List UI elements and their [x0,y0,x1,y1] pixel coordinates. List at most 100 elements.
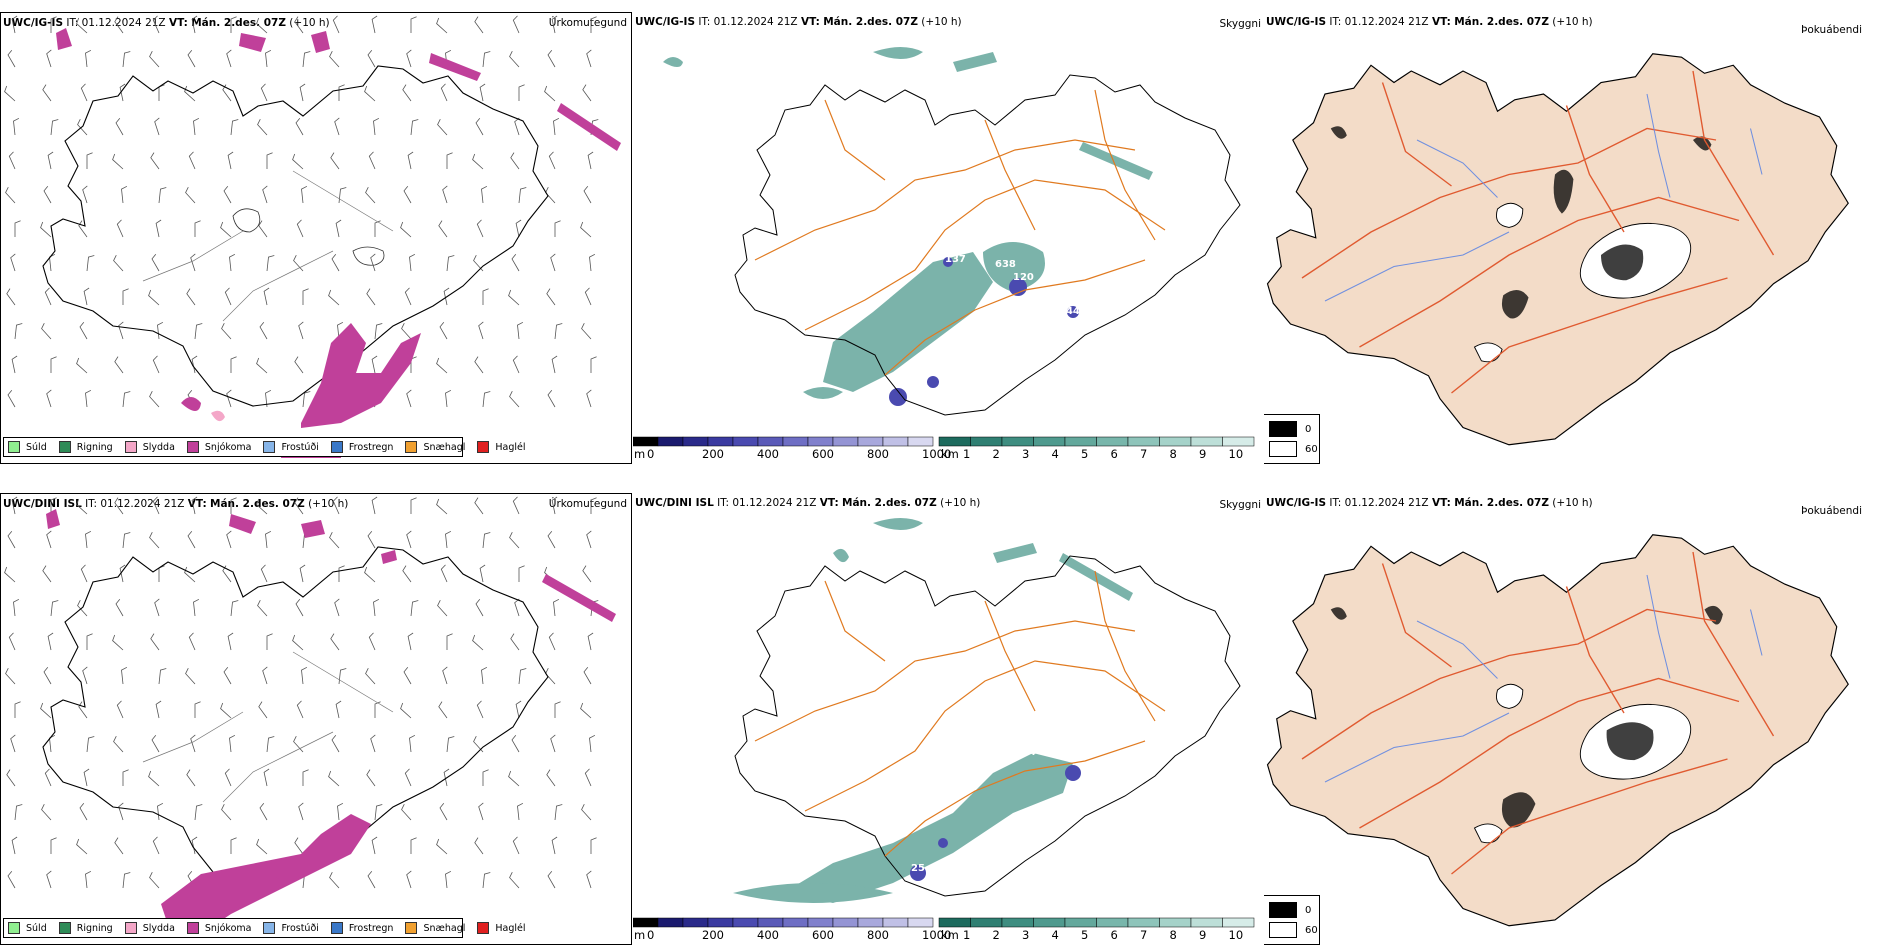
colorbar-swatch [1096,917,1129,928]
vis-label: 203 [1009,306,1030,317]
wind-barb [13,598,20,617]
wind-barb [517,802,524,821]
wind-barb [298,802,304,821]
colorbar-tick-m: 0 [647,447,655,461]
wind-barb [222,84,232,102]
wind-barb [5,668,16,685]
colorbar-tick-km: 6 [1110,928,1118,942]
vis-very-low [910,765,1081,881]
wind-barb [338,84,345,101]
fog-panel-top: UWC/IG-IS IT: 01.12.2024 21Z VT: Mán. 2.… [1264,12,1900,464]
wind-barb [478,321,484,340]
wind-barb [114,497,124,515]
wind-barb [364,85,376,102]
wind-barb [437,600,448,617]
wind-barb [78,220,88,238]
wind-barb [518,84,525,101]
legend-item-snaehagl: Snæhagl [405,922,465,934]
wind-barb [112,634,124,651]
colorbar-tick-m: 600 [812,928,834,942]
wind-barb [262,185,268,204]
wind-barb [401,804,412,821]
legend-item-snjokoma: Snjókoma [186,441,251,453]
wind-barb [371,355,378,374]
wind-barb [478,802,484,821]
wind-barb [337,802,344,821]
wind-barb [193,598,200,617]
wind-barb [338,565,345,582]
colorbar-swatch [938,917,971,928]
wind-barb [191,836,198,855]
wind-barb [14,220,21,237]
colorbar-swatch [807,436,834,447]
wind-barb [149,51,160,68]
wind-barb [482,391,491,408]
wind-barb [7,389,16,408]
colorbar-swatch [1096,436,1129,447]
legend-item-haglel: Haglél [477,441,526,453]
wind-barb [582,565,592,583]
wind-barb [442,185,448,204]
wind-barb [76,498,88,515]
vis-label: 142 [909,384,930,395]
wind-barb [553,598,560,617]
wind-barb [406,389,412,408]
wind-barb [50,600,59,617]
wind-barb [85,49,92,68]
wind-barb [7,530,16,549]
colorbar-tick-m: 200 [702,447,724,461]
colorbar-tick-km: 3 [1022,447,1030,461]
wind-barb [226,49,232,68]
wind-barb [256,17,268,34]
wind-barb [86,736,95,753]
wind-barb [222,565,232,583]
wind-barb [367,530,376,549]
colorbar-swatch [1190,436,1223,447]
wind-barb [14,323,23,340]
precip-panel-top: UWC/IG-IS IT: 01.12.2024 21Z VT: Mán. 2.… [0,12,632,464]
wind-barb [409,253,416,272]
colorbar-tick-m: 1000 [922,928,952,942]
legend-item-snjokoma: Snjókoma [186,922,251,934]
wind-barb [149,391,160,408]
wind-barb [292,153,304,170]
wind-barb [151,253,160,272]
wind-barb [257,119,268,136]
colorbar-tick-km: 10 [1228,928,1244,942]
wind-barb [473,736,484,753]
fog-map-top [1266,53,1849,446]
wind-barb [6,288,16,306]
colorbar-tick-km: 9 [1199,928,1207,942]
wind-barb [546,769,556,787]
wind-barb [194,220,201,237]
wind-barb [262,666,268,685]
fog-panel-bottom: UWC/IG-IS IT: 01.12.2024 21Z VT: Mán. 2.… [1264,493,1900,945]
wind-barb [365,187,376,204]
visibility-panel-bottom: UWC/DINI ISL IT: 01.12.2024 21Z VT: Mán.… [633,493,1263,945]
wind-barb [482,872,491,889]
wind-barb [442,666,448,685]
wind-barb [509,872,520,889]
wind-barb [86,255,95,272]
colorbar-tick-km: 5 [1081,447,1089,461]
wind-barb [77,119,88,136]
vis-label: 187 [935,871,956,882]
wind-barb [512,15,520,34]
wind-barb [330,152,340,170]
wind-barb [329,872,340,889]
wind-barb [224,768,232,787]
panel-header: UWC/DINI ISL IT: 01.12.2024 21Z VT: Mán.… [635,497,981,509]
wind-barb [299,83,306,102]
panel-title: Skyggni [1219,499,1262,511]
colorbar-swatch [970,917,1003,928]
wind-barb [368,151,376,170]
wind-barb [230,16,237,33]
wind-barb [439,802,448,821]
wind-barb [511,734,520,753]
colorbar-swatch [1001,436,1034,447]
wind-barb [330,633,340,651]
wind-barb [517,321,524,340]
wind-barb [301,666,308,685]
wind-barb [301,185,308,204]
wind-barb [589,734,596,753]
